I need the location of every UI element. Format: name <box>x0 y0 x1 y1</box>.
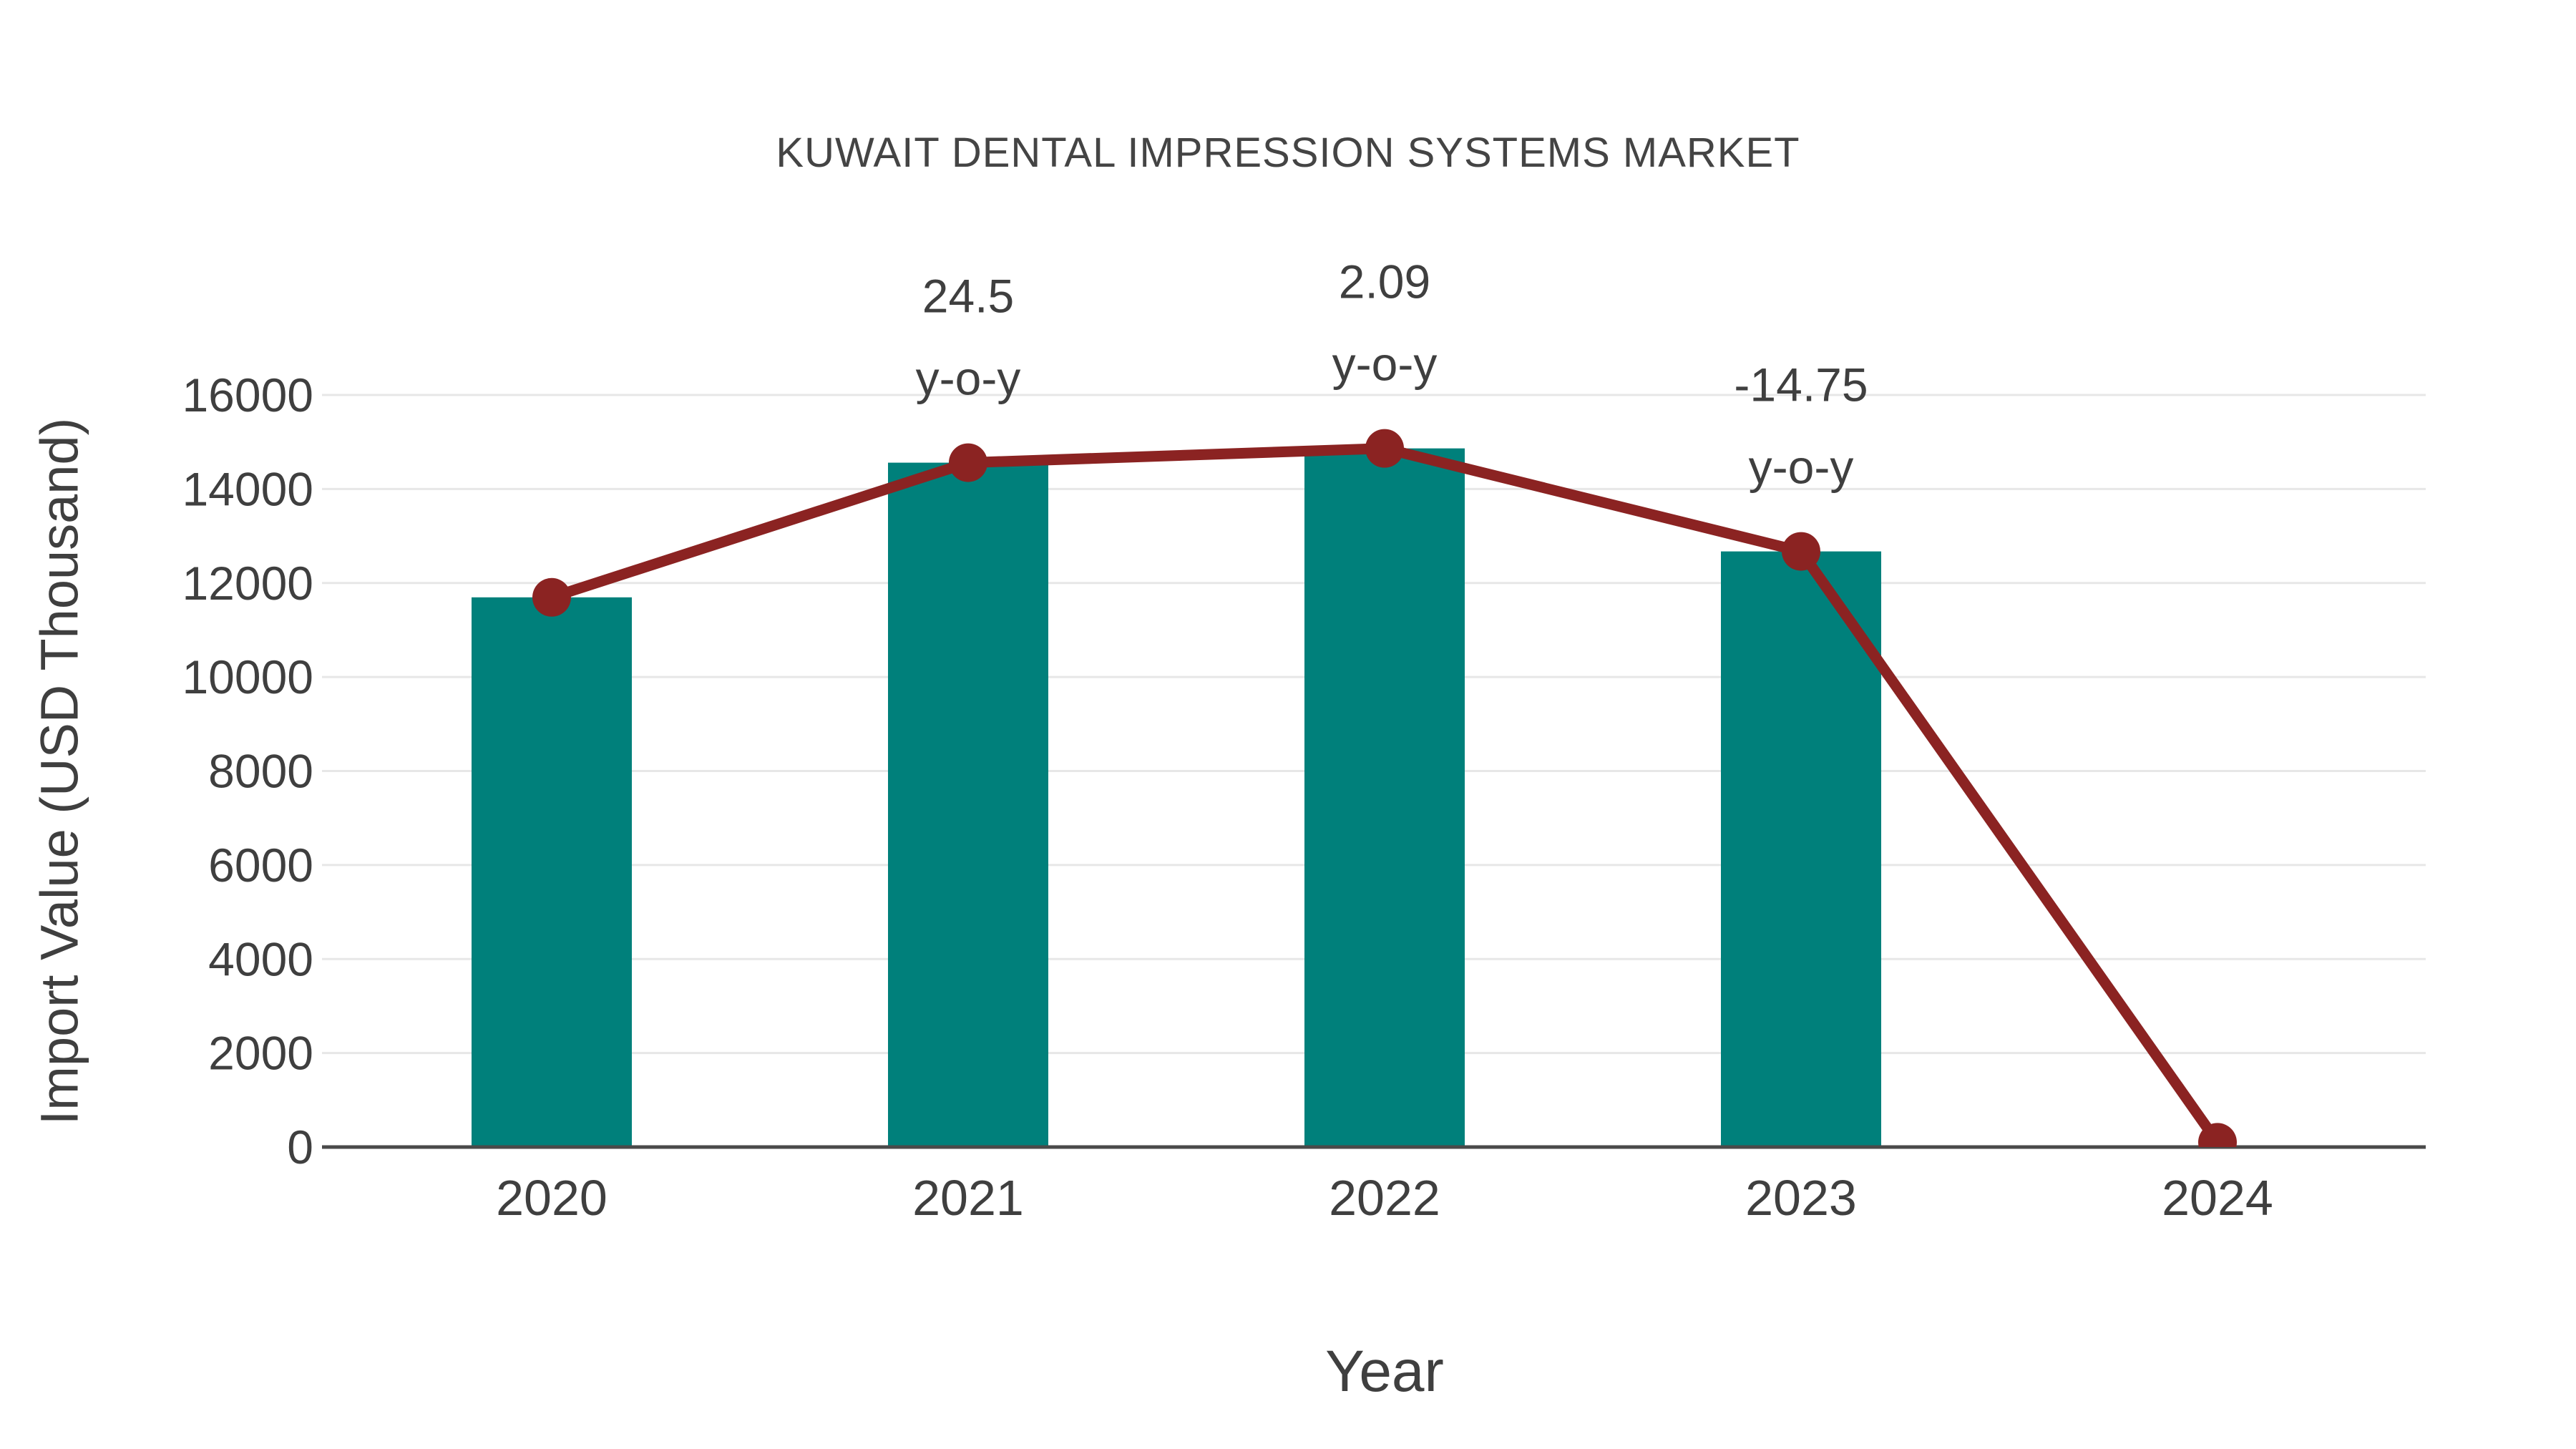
trend-line-group <box>532 429 2237 1147</box>
bar-2020 <box>472 597 632 1147</box>
x-tick-label: 2022 <box>1329 1170 1440 1226</box>
y-tick-label: 12000 <box>182 557 313 610</box>
annotation-label: y-o-y <box>1749 441 1854 494</box>
y-tick-label: 0 <box>287 1121 313 1174</box>
line-marker-2024 <box>2198 1123 2237 1147</box>
bar-2023 <box>1721 551 1881 1147</box>
annotation-label: y-o-y <box>1332 338 1438 391</box>
annotation-value: -14.75 <box>1734 358 1868 411</box>
line-marker-2022 <box>1365 429 1404 468</box>
y-tick-label: 8000 <box>208 745 313 798</box>
x-tick-label: 2021 <box>912 1170 1024 1226</box>
y-tick-label: 6000 <box>208 839 313 892</box>
y-tick-label: 14000 <box>182 462 313 515</box>
y-tick-label: 10000 <box>182 650 313 703</box>
x-axis-title: Year <box>1325 1339 1444 1404</box>
line-marker-2020 <box>532 577 571 617</box>
x-tick-label: 2024 <box>2162 1170 2273 1226</box>
y-tick-label: 2000 <box>208 1027 313 1080</box>
annotation-value: 2.09 <box>1339 255 1430 308</box>
line-marker-2023 <box>1782 532 1820 571</box>
annotation-value: 24.5 <box>922 270 1014 323</box>
y-axis-title: Import Value (USD Thousand) <box>29 417 89 1126</box>
bar-2021 <box>888 462 1048 1147</box>
y-tick-label: 4000 <box>208 932 313 985</box>
x-tick-label: 2023 <box>1745 1170 1857 1226</box>
annotation-label: y-o-y <box>916 352 1021 405</box>
bar-2022 <box>1304 448 1465 1147</box>
x-tick-label: 2020 <box>496 1170 608 1226</box>
chart-title: KUWAIT DENTAL IMPRESSION SYSTEMS MARKET <box>776 130 1800 176</box>
y-tick-label: 16000 <box>182 369 313 421</box>
line-marker-2021 <box>949 443 987 482</box>
